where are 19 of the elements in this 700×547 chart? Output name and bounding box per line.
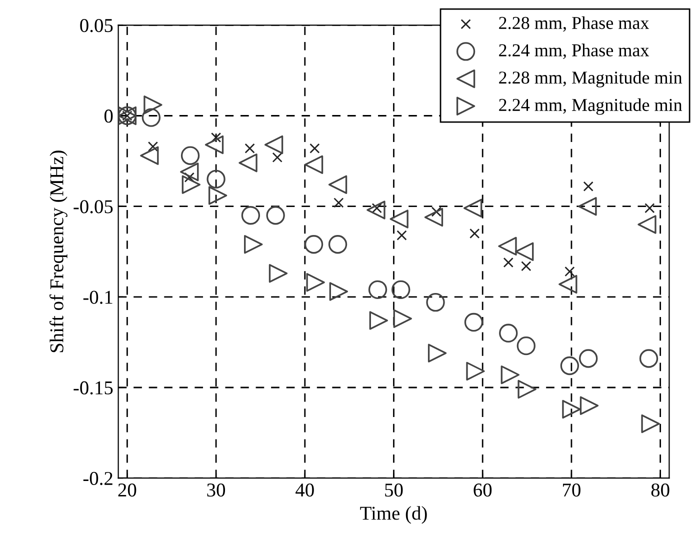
- y-axis-title: Shift of Frequency (MHz): [49, 150, 68, 352]
- legend-label: 2.28 mm, Phase max: [499, 16, 650, 32]
- x-tick-label: 60: [474, 484, 492, 497]
- y-tick-label: -0.15: [74, 381, 113, 395]
- legend-label: 2.24 mm, Phase max: [499, 44, 650, 59]
- x-tick-label: 80: [651, 484, 670, 497]
- y-tick-label: 0: [104, 110, 113, 123]
- x-tick-label: 30: [207, 484, 226, 497]
- y-tick-label: -0.05: [74, 200, 113, 214]
- x-axis-title: Time (d): [360, 506, 427, 524]
- y-tick-label: -0.1: [83, 290, 112, 304]
- y-tick-label: 0.05: [80, 18, 113, 32]
- legend-label: 2.24 mm, Magnitude min: [499, 98, 682, 115]
- x-tick-label: 20: [118, 484, 136, 497]
- x-tick-label: 40: [296, 484, 314, 497]
- legend-label: 2.28 mm, Magnitude min: [499, 70, 682, 88]
- y-tick-label: -0.2: [83, 472, 112, 486]
- x-tick-label: 50: [385, 484, 403, 497]
- x-tick-label: 70: [563, 484, 580, 497]
